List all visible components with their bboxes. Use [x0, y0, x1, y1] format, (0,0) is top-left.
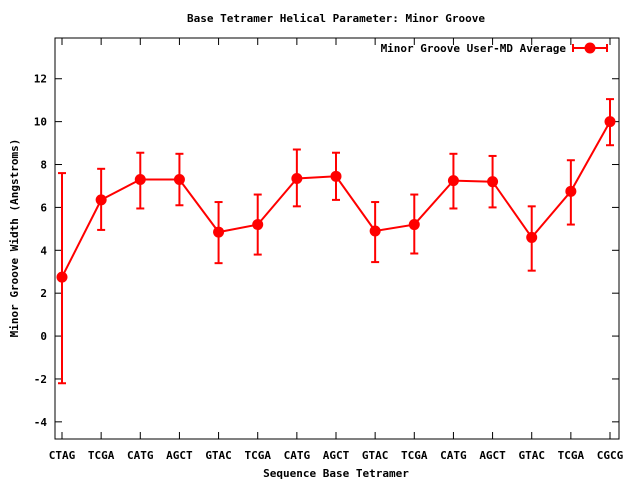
- x-tick-label: TCGA: [558, 449, 585, 462]
- data-point: [134, 174, 146, 186]
- y-axis-label: Minor Groove Width (Angstroms): [8, 139, 21, 338]
- data-point: [291, 172, 303, 184]
- y-tick-label: 12: [34, 73, 47, 86]
- series-layer: [56, 98, 616, 385]
- x-tick-label: TCGA: [88, 449, 115, 462]
- x-tick-label: CTAG: [49, 449, 76, 462]
- x-tick-label: TCGA: [401, 449, 428, 462]
- data-point: [565, 185, 577, 197]
- x-tick-label: GTAC: [362, 449, 389, 462]
- y-tick-label: 8: [40, 159, 47, 172]
- y-tick-label: 4: [40, 244, 47, 257]
- x-tick-label: CATG: [440, 449, 467, 462]
- legend-marker: [584, 42, 596, 54]
- x-axis-label: Sequence Base Tetramer: [263, 467, 409, 480]
- x-tick-label: TCGA: [244, 449, 271, 462]
- legend: Minor Groove User-MD Average: [381, 42, 608, 55]
- data-point: [173, 174, 185, 186]
- x-tick-label: GTAC: [205, 449, 232, 462]
- data-point: [213, 226, 225, 238]
- data-point: [447, 175, 459, 187]
- plot-frame: [54, 37, 620, 440]
- x-tick-label: AGCT: [479, 449, 506, 462]
- data-point: [330, 170, 342, 182]
- data-point: [252, 219, 264, 231]
- x-tick-label: AGCT: [166, 449, 193, 462]
- x-axis: CTAG TCGA CATG AGCT GTAC TCGA CATG AGCT GTAC TCGA…: [49, 38, 624, 462]
- chart-title: Base Tetramer Helical Parameter: Minor G…: [187, 12, 485, 25]
- legend-label: Minor Groove User-MD Average: [381, 42, 567, 55]
- data-point: [95, 194, 107, 206]
- data-point: [526, 231, 538, 243]
- y-tick-label: 6: [40, 201, 47, 214]
- data-point: [408, 219, 420, 231]
- data-point: [487, 176, 499, 188]
- y-axis: -4 -2 0 2 4 6 8 10 12: [34, 73, 619, 429]
- y-tick-label: 10: [34, 116, 47, 129]
- x-tick-label: CGCG: [597, 449, 624, 462]
- x-tick-label: AGCT: [323, 449, 350, 462]
- data-point: [369, 225, 381, 237]
- y-tick-label: -4: [34, 416, 48, 429]
- data-point: [56, 271, 68, 283]
- data-point: [604, 116, 616, 128]
- x-tick-label: CATG: [284, 449, 311, 462]
- x-tick-label: GTAC: [518, 449, 545, 462]
- y-tick-label: -2: [34, 373, 47, 386]
- y-tick-label: 0: [40, 330, 47, 343]
- x-tick-label: CATG: [127, 449, 154, 462]
- y-tick-label: 2: [40, 287, 47, 300]
